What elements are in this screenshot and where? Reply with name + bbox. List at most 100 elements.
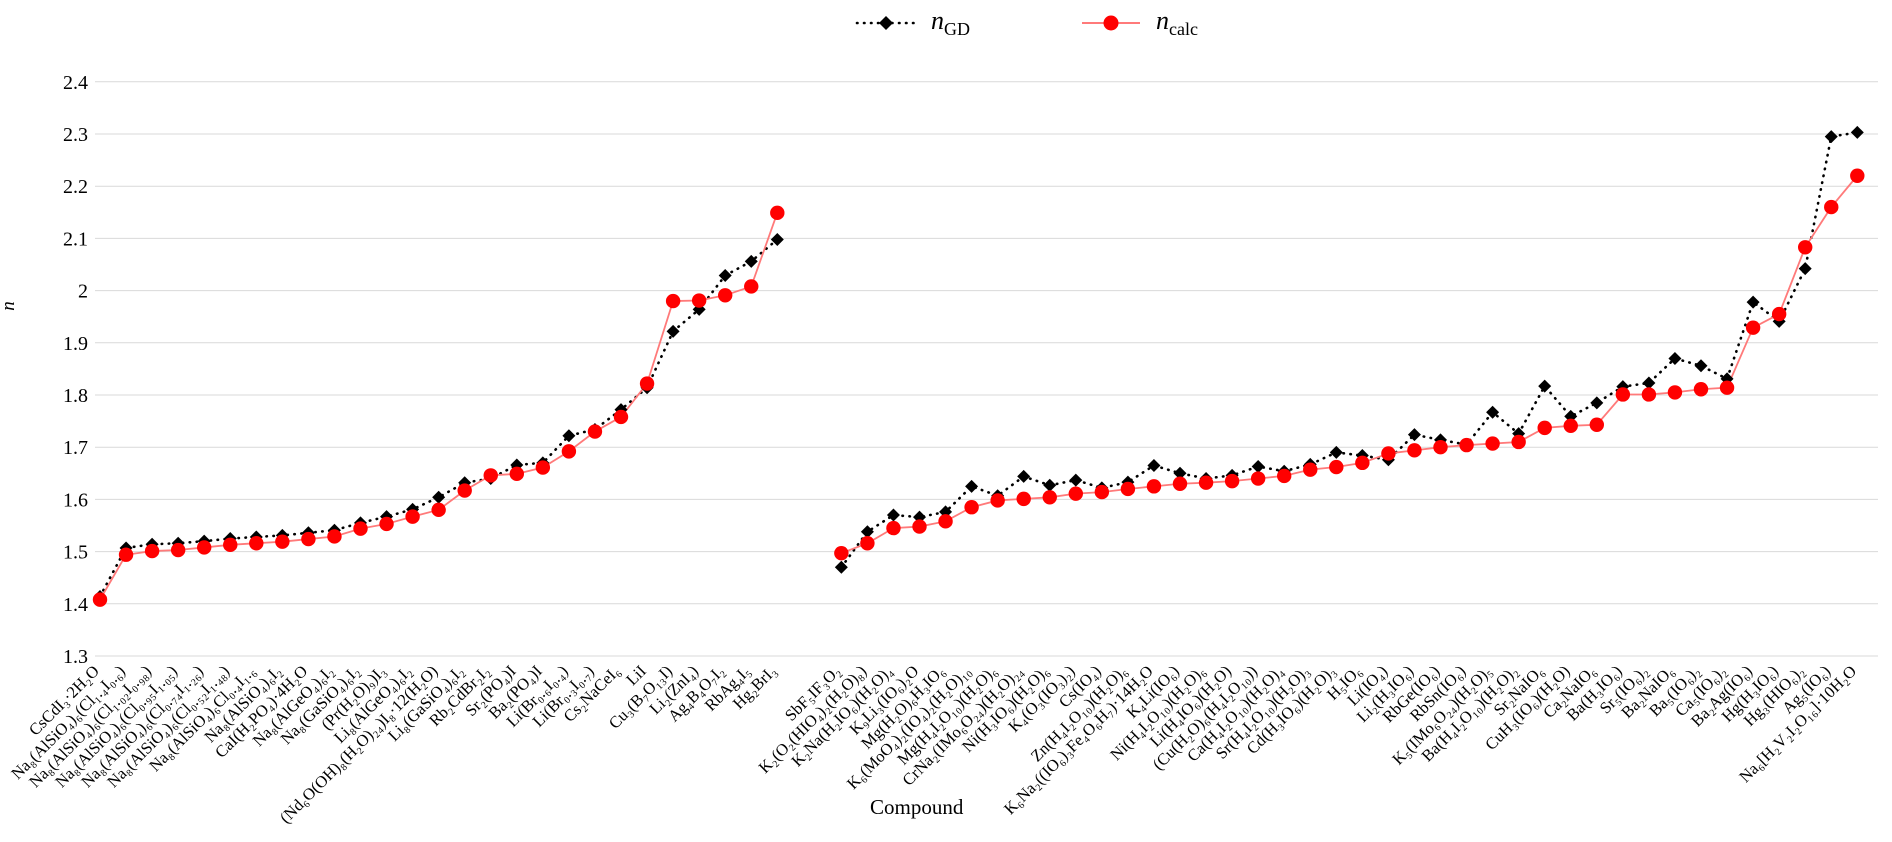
ngd-point-marker <box>1694 359 1708 373</box>
ncalc-point-marker <box>613 409 629 425</box>
ngd-point-marker <box>1251 460 1265 474</box>
legend: nGD ncalc <box>855 6 1198 40</box>
ncalc-point-marker <box>718 288 733 303</box>
legend-ncalc-sub: calc <box>1169 19 1198 40</box>
ngd-point-marker <box>718 268 732 282</box>
ncalc-point-marker <box>1433 440 1448 455</box>
ncalc-line-segment <box>841 175 1858 555</box>
ncalc-point-marker <box>1537 420 1552 436</box>
ncalc-point-marker <box>990 493 1005 508</box>
ncalc-point-marker <box>860 536 875 551</box>
ncalc-point-marker <box>118 547 134 562</box>
ncalc-point-marker <box>1303 462 1318 477</box>
ncalc-point-marker <box>144 543 160 559</box>
legend-item-ncalc: ncalc <box>1080 6 1198 40</box>
ngd-legend-marker-icon <box>855 16 917 31</box>
legend-ngd-base: n <box>931 6 944 35</box>
ngd-point-marker <box>1147 458 1161 472</box>
ncalc-point-marker <box>1824 199 1839 215</box>
y-tick-label: 2.2 <box>63 176 88 198</box>
ncalc-point-marker <box>1563 418 1578 433</box>
ngd-point-marker <box>1329 445 1343 459</box>
ngd-point-marker <box>1538 379 1552 393</box>
ncalc-point-marker <box>912 519 927 534</box>
ncalc-point-marker <box>1407 443 1422 458</box>
ncalc-point-marker <box>587 424 603 439</box>
ncalc-point-marker <box>223 537 238 553</box>
ncalc-point-marker <box>275 534 290 549</box>
ncalc-point-marker <box>1016 491 1031 507</box>
ngd-point-marker <box>1668 351 1682 365</box>
ncalc-point-marker <box>92 592 108 607</box>
ncalc-point-marker <box>327 529 342 544</box>
ncalc-point-marker <box>1198 475 1214 490</box>
legend-item-ngd: nGD <box>855 6 970 40</box>
ngd-point-marker <box>1017 469 1031 483</box>
ngd-point-marker <box>770 232 784 246</box>
ngd-line-segment <box>840 131 1859 569</box>
ncalc-point-marker <box>1798 240 1813 255</box>
ncalc-point-marker <box>483 468 498 483</box>
y-tick-label: 1.5 <box>63 542 88 564</box>
ncalc-point-marker <box>1589 417 1605 432</box>
ncalc-point-marker <box>170 542 186 558</box>
ncalc-point-marker <box>1277 468 1292 484</box>
y-tick-label: 1.6 <box>63 489 88 511</box>
ngd-point-marker <box>1173 466 1187 480</box>
y-tick-label: 1.8 <box>63 385 88 407</box>
y-tick-label: 2.4 <box>63 72 88 94</box>
ncalc-point-marker <box>431 502 446 518</box>
ncalc-point-marker <box>1693 382 1709 397</box>
ncalc-point-marker <box>535 460 551 475</box>
legend-label-ncalc: ncalc <box>1156 6 1198 40</box>
ngd-point-marker <box>886 508 900 522</box>
ncalc-point-marker <box>509 466 524 482</box>
y-tick-label: 1.4 <box>63 594 88 616</box>
ncalc-point-marker <box>691 293 707 308</box>
ncalc-point-marker <box>1355 455 1370 471</box>
ncalc-point-marker <box>1068 486 1084 501</box>
ncalc-point-marker <box>1745 320 1761 335</box>
ncalc-point-marker <box>1381 446 1396 461</box>
ncalc-point-marker <box>1120 481 1136 497</box>
ncalc-point-marker <box>1719 380 1735 395</box>
ngd-point-marker <box>1043 478 1057 492</box>
ncalc-point-marker <box>770 205 785 221</box>
ncalc-point-marker <box>197 540 212 555</box>
ngd-point-marker <box>1590 396 1604 410</box>
ncalc-point-marker <box>1172 476 1188 491</box>
ncalc-point-marker <box>1146 479 1162 494</box>
ngd-line-segment <box>98 238 779 598</box>
ncalc-point-marker <box>1459 437 1474 453</box>
y-tick-label: 1.3 <box>63 646 88 668</box>
ncalc-point-marker <box>1094 484 1110 500</box>
ncalc-point-marker <box>1329 459 1344 475</box>
ngd-point-marker <box>1407 428 1421 442</box>
ncalc-point-marker <box>1042 490 1057 505</box>
ncalc-point-marker <box>964 500 979 515</box>
ncalc-point-marker <box>1250 471 1266 486</box>
ncalc-point-marker <box>249 536 264 551</box>
ngd-point-marker <box>1486 405 1500 419</box>
ngd-point-marker <box>744 254 758 268</box>
ncalc-point-marker <box>1667 385 1683 400</box>
ncalc-point-marker <box>1485 436 1500 451</box>
ngd-point-marker <box>1069 473 1083 487</box>
ncalc-point-marker <box>405 509 420 524</box>
ngd-point-marker <box>1746 295 1760 309</box>
gridlines <box>95 81 1878 657</box>
ngd-point-marker <box>860 525 874 539</box>
y-tick-label: 1.9 <box>63 333 88 355</box>
ncalc-legend-marker-icon <box>1082 15 1140 31</box>
legend-ncalc-base: n <box>1156 6 1169 35</box>
ncalc-point-marker <box>744 279 759 294</box>
ngd-point-marker <box>432 490 446 504</box>
y-tick-label: 1.7 <box>63 437 88 459</box>
ncalc-point-marker <box>665 293 681 309</box>
ncalc-point-marker <box>639 376 655 391</box>
ngd-point-marker <box>562 429 576 443</box>
series-ncalc-markers <box>92 168 1865 607</box>
ncalc-point-marker <box>886 520 901 536</box>
